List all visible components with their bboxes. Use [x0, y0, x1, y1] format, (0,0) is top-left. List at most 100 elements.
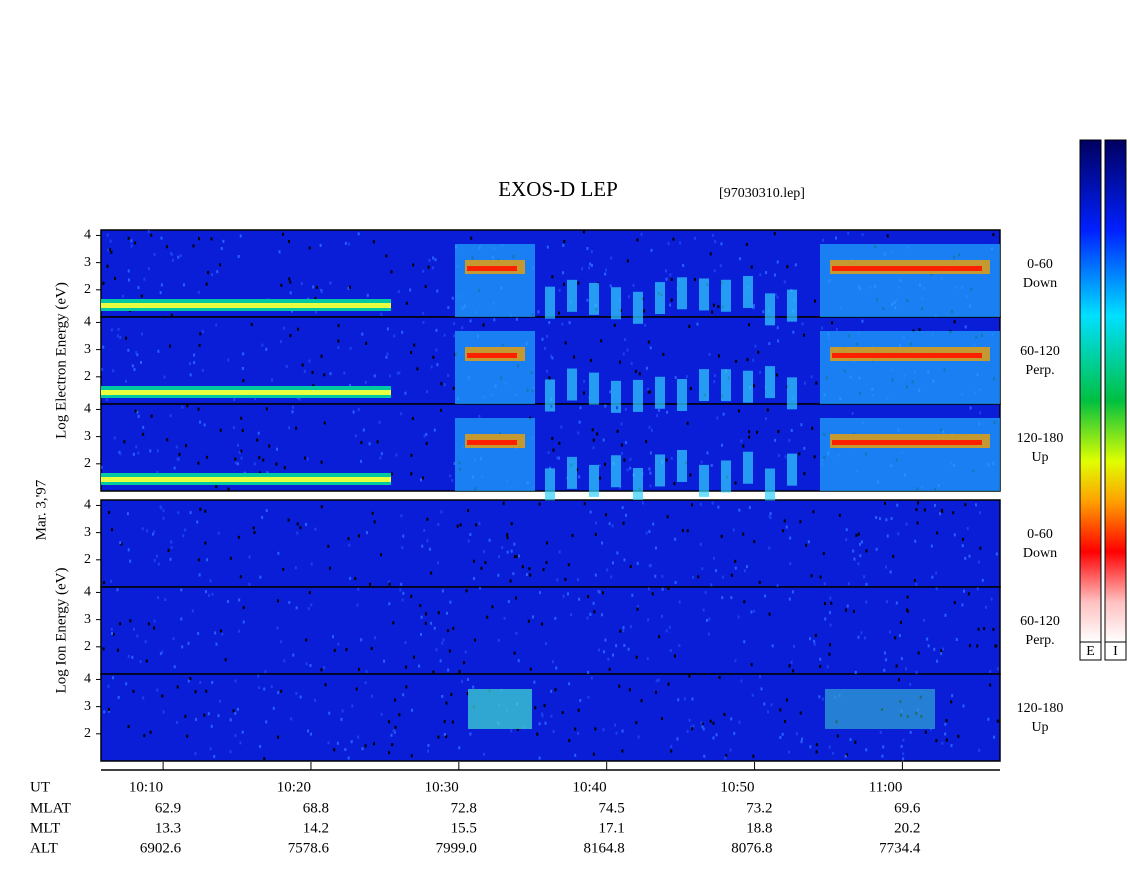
noise	[562, 243, 565, 247]
noise	[440, 510, 443, 514]
noise	[360, 441, 363, 445]
noise	[700, 460, 703, 464]
noise	[252, 526, 255, 530]
noise	[967, 592, 970, 596]
noise	[419, 604, 422, 608]
noise	[528, 567, 531, 571]
noise	[711, 310, 714, 314]
noise	[720, 443, 723, 447]
noise	[676, 737, 679, 741]
noise	[712, 303, 715, 307]
noise	[234, 734, 237, 738]
noise	[906, 609, 909, 613]
noise	[944, 613, 947, 617]
noise	[525, 573, 528, 577]
noise	[275, 462, 278, 466]
noise	[261, 515, 264, 519]
noise	[549, 466, 552, 470]
noise	[583, 502, 586, 506]
noise	[310, 732, 313, 736]
noise	[150, 233, 153, 237]
noise	[357, 408, 360, 412]
noise	[479, 587, 482, 591]
noise	[296, 522, 299, 526]
noise	[445, 701, 448, 705]
blob	[455, 331, 535, 404]
noise	[289, 291, 292, 295]
noise	[156, 688, 159, 692]
noise	[130, 244, 133, 248]
noise	[182, 283, 185, 287]
noise	[447, 668, 450, 672]
noise	[717, 505, 720, 509]
noise	[201, 330, 204, 334]
noise	[759, 273, 762, 277]
noise	[548, 321, 551, 325]
noise	[790, 660, 793, 664]
noise	[611, 561, 614, 565]
noise	[629, 565, 632, 569]
noise	[640, 232, 643, 236]
noise	[718, 675, 721, 679]
noise	[175, 720, 178, 724]
noise	[631, 593, 634, 597]
noise	[709, 719, 712, 723]
noise	[336, 741, 339, 745]
noise	[579, 698, 582, 702]
noise	[296, 531, 299, 535]
noise	[648, 467, 651, 471]
noise	[295, 426, 298, 430]
noise	[742, 444, 745, 448]
noise	[884, 565, 887, 569]
noise	[774, 438, 777, 442]
noise	[365, 669, 368, 673]
noise	[689, 473, 692, 477]
noise	[725, 754, 728, 758]
noise	[290, 717, 293, 721]
noise	[968, 554, 971, 558]
noise	[314, 527, 317, 531]
blob	[699, 369, 709, 402]
noise	[149, 730, 152, 734]
y-tick-label: 3	[84, 612, 91, 627]
noise	[788, 664, 791, 668]
noise	[401, 330, 404, 334]
noise	[857, 532, 860, 536]
noise	[651, 592, 654, 596]
noise	[169, 557, 172, 561]
noise	[966, 527, 969, 531]
noise	[961, 537, 964, 541]
noise	[879, 730, 882, 734]
noise	[800, 740, 803, 744]
blob	[545, 286, 555, 319]
noise	[145, 659, 148, 663]
blob	[721, 279, 731, 312]
noise	[169, 344, 172, 348]
noise	[501, 545, 504, 549]
noise	[865, 600, 868, 604]
noise	[715, 733, 718, 737]
noise	[288, 426, 291, 430]
noise	[400, 412, 403, 416]
noise	[897, 678, 900, 682]
noise	[483, 549, 486, 553]
noise	[915, 582, 918, 586]
noise	[153, 619, 156, 623]
noise	[265, 407, 268, 411]
noise	[203, 713, 206, 717]
noise	[238, 598, 241, 602]
noise	[626, 468, 629, 472]
noise	[162, 710, 165, 714]
noise	[555, 666, 558, 670]
noise	[143, 277, 146, 281]
noise	[108, 709, 111, 713]
noise	[418, 664, 421, 668]
noise	[206, 455, 209, 459]
noise	[764, 594, 767, 598]
noise	[859, 542, 862, 546]
noise	[713, 269, 716, 273]
noise	[241, 730, 244, 734]
noise	[385, 254, 388, 258]
noise	[409, 288, 412, 292]
noise	[996, 667, 999, 671]
